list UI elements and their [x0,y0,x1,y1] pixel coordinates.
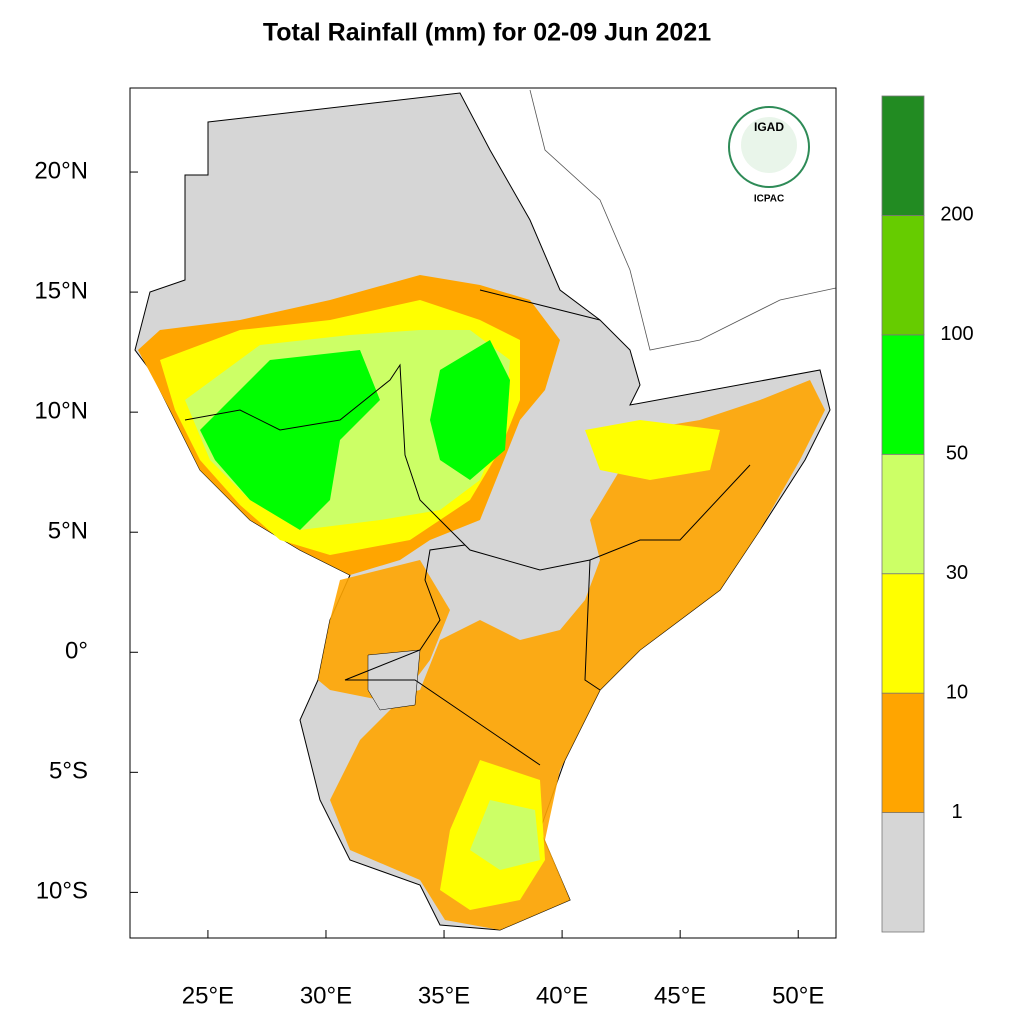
colorbar-segment [881,812,925,933]
colorbar-label: 30 [946,562,968,584]
colorbar-label: 50 [946,443,968,465]
colorbar-segment [881,95,925,216]
y-tick-label: 10°N [34,397,88,424]
colorbar-label: 200 [940,204,973,226]
y-tick-label: 5°N [48,518,88,545]
x-tick-label: 35°E [418,982,470,1009]
y-tick-label: 15°N [34,277,88,304]
colorbar-label: 100 [940,323,973,345]
colorbar-segment [881,334,925,455]
y-tick-label: 5°S [49,758,88,785]
map-frame [129,87,837,939]
rain-region [200,350,380,530]
x-tick-label: 40°E [536,982,588,1009]
map-area [129,87,837,939]
map-title: Total Rainfall (mm) for 02-09 Jun 2021 [263,19,711,47]
x-tick-label: 30°E [300,982,352,1009]
rain-region [470,800,540,870]
colorbar-segment [881,692,925,813]
x-tick-label: 50°E [772,982,824,1009]
logo-disc [741,117,797,173]
y-tick-label: 20°N [34,157,88,184]
coastline [529,89,837,351]
rain-region [585,420,720,480]
y-tick-label: 10°S [36,878,88,905]
colorbar-segment [881,453,925,575]
y-tick-label: 0° [65,638,88,665]
colorbar-label: 1 [951,801,962,823]
border [184,289,751,766]
x-tick-label: 45°E [654,982,706,1009]
logo-name: IGAD [754,120,784,134]
rain-region [318,380,825,930]
colorbar-segment [881,573,925,694]
rain-region [430,340,510,480]
colorbar-label: 10 [946,681,968,703]
colorbar-segment [881,215,925,336]
x-tick-label: 25°E [182,982,234,1009]
logo-org: ICPAC [754,194,784,205]
logo: IGAD ICPAC [728,106,810,205]
